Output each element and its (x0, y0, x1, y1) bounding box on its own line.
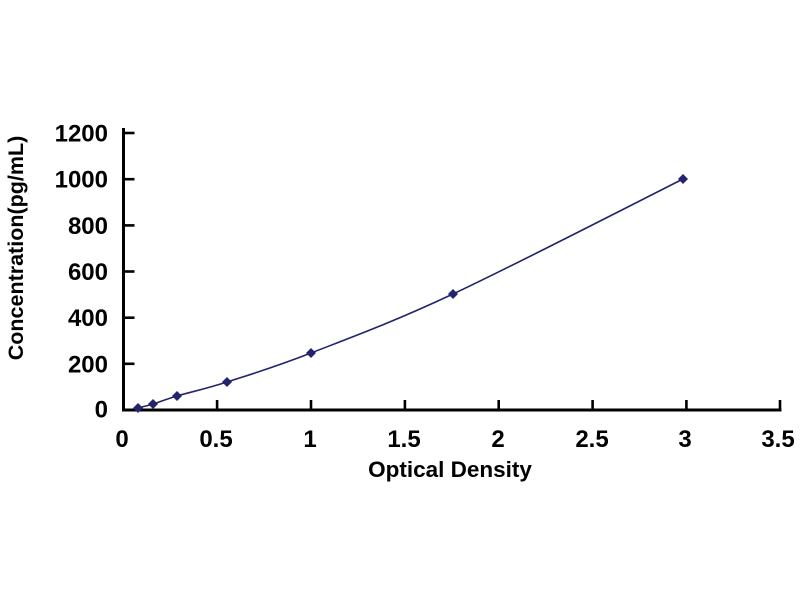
svg-text:1200: 1200 (55, 121, 108, 148)
svg-text:0: 0 (115, 426, 128, 453)
svg-text:400: 400 (68, 305, 108, 332)
svg-text:1.5: 1.5 (387, 426, 420, 453)
svg-text:3.5: 3.5 (761, 426, 794, 453)
svg-text:3: 3 (678, 426, 691, 453)
svg-text:0.5: 0.5 (199, 426, 232, 453)
svg-text:800: 800 (68, 213, 108, 240)
svg-text:2: 2 (491, 426, 504, 453)
svg-text:2.5: 2.5 (575, 426, 608, 453)
svg-text:0: 0 (95, 397, 108, 424)
svg-text:1000: 1000 (55, 167, 108, 194)
svg-text:1: 1 (303, 426, 316, 453)
svg-text:200: 200 (68, 351, 108, 378)
svg-text:Concentration(pg/mL): Concentration(pg/mL) (4, 136, 28, 361)
svg-text:600: 600 (68, 259, 108, 286)
svg-text:Optical Density: Optical Density (368, 457, 532, 482)
